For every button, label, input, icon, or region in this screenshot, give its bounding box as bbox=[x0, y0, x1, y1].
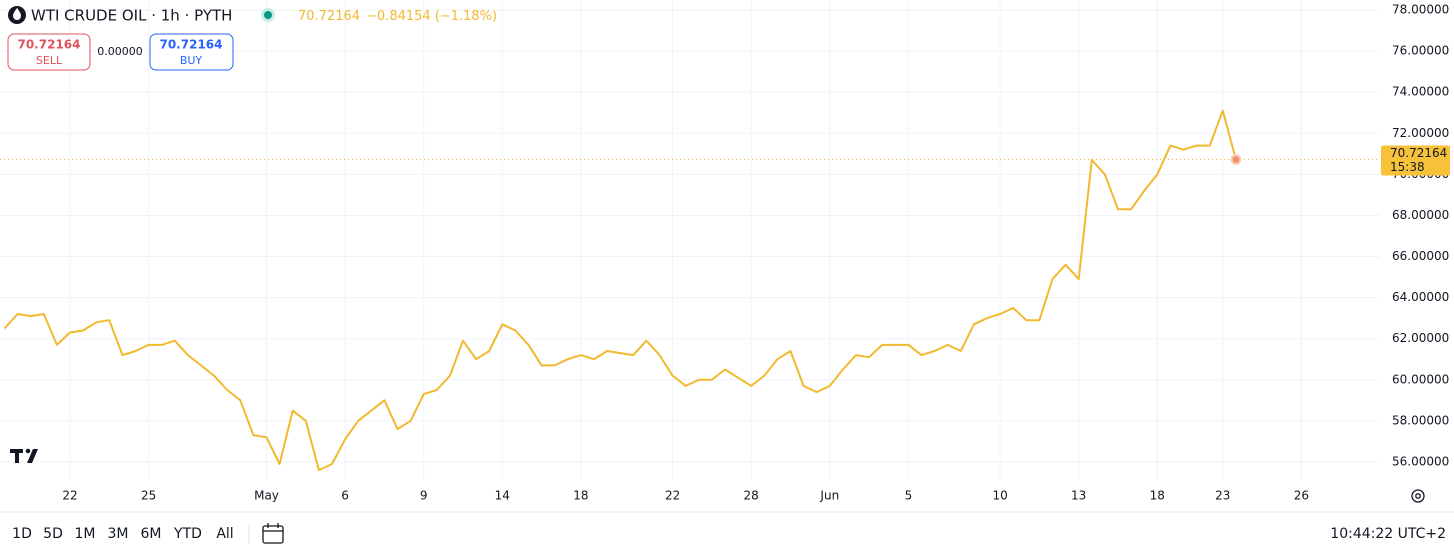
x-tick-label: 5 bbox=[905, 489, 913, 503]
plot bbox=[0, 109, 1380, 472]
price-info: 70.72164 −0.84154 (−1.18%) bbox=[298, 9, 497, 24]
y-tick-label: 64.00000 bbox=[1392, 290, 1449, 304]
x-tick-label: 22 bbox=[665, 489, 680, 503]
last-price-box bbox=[1381, 145, 1450, 176]
buy-label: BUY bbox=[180, 54, 203, 67]
x-tick-label: 14 bbox=[495, 489, 510, 503]
y-tick-label: 76.00000 bbox=[1392, 44, 1449, 58]
x-tick-label: 26 bbox=[1294, 489, 1309, 503]
oil-drop bbox=[13, 8, 21, 20]
y-tick-label: 56.00000 bbox=[1392, 454, 1449, 468]
range-button[interactable]: 1M bbox=[75, 526, 96, 542]
x-tick-label: 18 bbox=[1150, 489, 1165, 503]
symbol-title[interactable]: WTI CRUDE OIL · 1h · PYTH bbox=[31, 7, 232, 25]
x-tick-label: May bbox=[254, 489, 279, 503]
price-line bbox=[3, 109, 1237, 472]
x-tick-label: 28 bbox=[744, 489, 759, 503]
y-tick-label: 72.00000 bbox=[1392, 126, 1449, 140]
x-tick-label: 25 bbox=[141, 489, 156, 503]
y-tick-label: 68.00000 bbox=[1392, 208, 1449, 222]
y-tick-label: 66.00000 bbox=[1392, 249, 1449, 263]
range-button[interactable]: All bbox=[216, 526, 233, 542]
y-tick-label: 58.00000 bbox=[1392, 413, 1449, 427]
header-price: 70.72164 bbox=[298, 9, 360, 24]
y-tick-label: 62.00000 bbox=[1392, 331, 1449, 345]
x-tick-label: 23 bbox=[1215, 489, 1230, 503]
buy-button[interactable] bbox=[149, 33, 234, 71]
sell-button[interactable] bbox=[7, 33, 91, 71]
buy-price: 70.72164 bbox=[159, 38, 222, 52]
range-button[interactable]: 1D bbox=[12, 526, 32, 542]
sell-label: SELL bbox=[36, 54, 63, 67]
header-change-pct: (−1.18%) bbox=[435, 9, 497, 24]
last-price-label: 70.72164 bbox=[1390, 146, 1447, 160]
y-tick-label: 74.00000 bbox=[1392, 85, 1449, 99]
last-point bbox=[1232, 156, 1240, 164]
x-tick-label: 9 bbox=[420, 489, 428, 503]
countdown: 15:38 bbox=[1390, 160, 1425, 174]
range-button[interactable]: 3M bbox=[108, 526, 129, 542]
status-dot bbox=[264, 11, 272, 19]
range-button[interactable]: 6M bbox=[141, 526, 162, 542]
y-tick-label: 60.00000 bbox=[1392, 372, 1449, 386]
sell-price: 70.72164 bbox=[17, 38, 80, 52]
x-tick-label: 6 bbox=[341, 489, 349, 503]
settings-icon[interactable] bbox=[1411, 489, 1425, 503]
x-tick-label: Jun bbox=[819, 489, 839, 503]
x-tick-label: 18 bbox=[573, 489, 588, 503]
header-change: −0.84154 bbox=[366, 9, 431, 24]
x-tick-label: 13 bbox=[1071, 489, 1086, 503]
x-tick-label: 22 bbox=[62, 489, 77, 503]
logo bbox=[10, 448, 38, 463]
range-button[interactable]: 5D bbox=[43, 526, 63, 542]
spread: 0.00000 bbox=[97, 45, 143, 58]
clock: 10:44:22 UTC+2 bbox=[1330, 526, 1446, 542]
range-button[interactable]: YTD bbox=[173, 526, 202, 542]
date-range-icon[interactable] bbox=[262, 523, 284, 544]
x-tick-label: 10 bbox=[992, 489, 1007, 503]
y-tick-label: 78.00000 bbox=[1392, 3, 1449, 17]
